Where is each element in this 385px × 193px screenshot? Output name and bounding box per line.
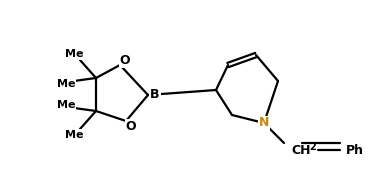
Text: Me: Me (57, 100, 75, 110)
Text: Me: Me (57, 79, 75, 89)
Text: B: B (150, 89, 160, 102)
Text: O: O (126, 119, 136, 133)
Text: Me: Me (65, 130, 83, 140)
Text: Me: Me (65, 49, 83, 59)
Text: N: N (259, 117, 269, 130)
Text: 2: 2 (309, 142, 316, 152)
Text: O: O (120, 53, 130, 67)
Text: Ph: Ph (346, 144, 364, 157)
Text: CH: CH (291, 144, 310, 157)
